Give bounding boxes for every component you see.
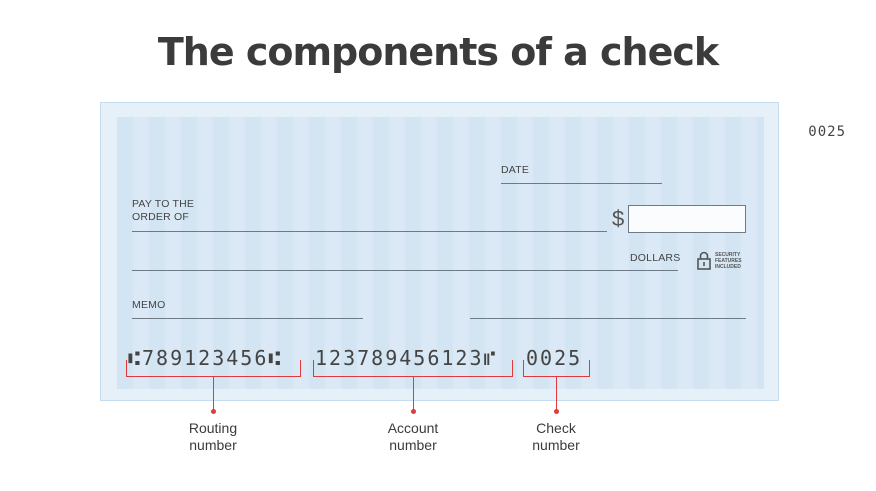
dollars-label: DOLLARS [630,252,681,264]
lock-icon [697,251,711,270]
memo-line [132,318,363,319]
callout-check-line-1: Check [536,420,576,436]
dollar-sign: $ [612,206,625,231]
routing-pointer-dot [211,409,216,414]
micr-check-number: 0025 [526,346,583,370]
callout-routing-number: Routing number [153,420,273,454]
security-line-1: SECURITY [715,252,741,258]
callout-account-line-2: number [389,437,437,453]
amount-words-line [132,270,678,271]
micr-routing-number: ⑆789123456⑆ [128,346,283,370]
page-title: The components of a check [157,30,719,74]
callout-check-number: Check number [496,420,616,454]
callout-account-number: Account number [353,420,473,454]
pay-to-label-line1: PAY TO THE [132,198,195,210]
account-bracket [313,360,513,377]
security-line-2: FEATURES [715,258,742,264]
security-line-3: INCLUDED [715,264,741,270]
check-bracket [523,360,590,377]
signature-line [470,318,746,319]
check-pointer-dot [554,409,559,414]
amount-box [628,205,746,233]
date-label: DATE [501,164,530,176]
check-body [117,117,764,389]
pay-to-label-line2: ORDER OF [132,211,190,223]
callout-routing-line-1: Routing [188,420,238,436]
micr-account-number: 123789456123⑈ [315,346,498,370]
account-pointer [412,377,414,411]
payee-line [132,231,607,232]
routing-bracket [126,360,301,377]
callout-routing-line-2: number [189,437,237,453]
account-pointer-dot [411,409,416,414]
callout-account-line-1: Account [387,420,439,436]
callout-check-line-2: number [532,437,580,453]
routing-pointer [212,377,214,411]
check-pointer [555,377,557,411]
check [100,102,779,401]
security-features-text: SECURITY FEATURES INCLUDED [715,252,755,270]
memo-label: MEMO [132,299,166,311]
check-number-top: 0025 [808,124,846,140]
date-line [501,183,662,184]
